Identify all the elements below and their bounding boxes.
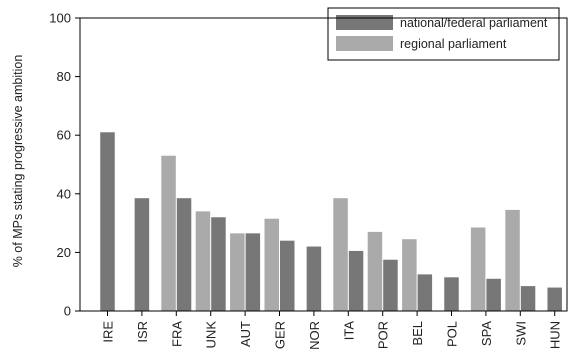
bar-national-fra (176, 198, 192, 311)
x-tick-label: FRA (169, 321, 184, 347)
bar-regional-unk (195, 211, 211, 311)
bar-regional-por (367, 231, 383, 311)
x-tick-label: GER (273, 321, 288, 349)
bar-regional-fra (161, 155, 176, 311)
y-tick-label: 20 (57, 245, 71, 260)
legend-swatch (336, 36, 393, 51)
x-tick-label: HUN (548, 321, 563, 349)
y-tick-label: 40 (57, 186, 71, 201)
y-tick-label: 100 (49, 11, 71, 26)
y-axis: 0 20 40 60 80 100 (49, 11, 80, 319)
bar-national-spa (486, 278, 501, 311)
y-axis-title: % of MPs stating progressive ambition (11, 55, 25, 268)
bar-national-isr (134, 198, 150, 311)
bar-national-pol (444, 277, 459, 311)
bars (100, 132, 562, 311)
bar-national-ger (280, 240, 295, 311)
bar-regional-spa (470, 227, 486, 311)
y-tick-label: 80 (57, 69, 71, 84)
x-tick-label: POR (376, 321, 391, 349)
bar-regional-swi (505, 209, 520, 311)
legend: national/federal parliament regional parl… (327, 7, 560, 61)
y-tick-label: 60 (57, 128, 71, 143)
bar-national-unk (211, 217, 226, 311)
legend-swatch (336, 15, 393, 30)
x-axis: IRE ISR FRA UNK AUT GER NOR ITA POR BEL POL SPA SWI H… (101, 311, 563, 350)
x-tick-label: AUT (238, 321, 253, 347)
x-tick-label: ITA (341, 321, 356, 341)
x-tick-label: POL (445, 321, 460, 347)
bar-national-ire (100, 132, 115, 311)
bar-regional-ita (333, 198, 348, 311)
legend-label: regional parliament (400, 37, 507, 51)
x-tick-label: UNK (204, 321, 219, 349)
bar-regional-aut (230, 233, 245, 311)
y-tick-label: 0 (64, 304, 71, 319)
x-tick-label: BEL (410, 321, 425, 346)
bar-national-aut (245, 233, 261, 311)
bar-national-swi (520, 286, 536, 311)
bar-national-hun (547, 287, 562, 311)
bar-national-por (383, 259, 398, 311)
x-tick-label: SWI (513, 321, 528, 346)
bar-national-ita (348, 250, 364, 311)
bar-regional-ger (264, 218, 279, 311)
x-tick-label: NOR (307, 321, 322, 350)
bar-regional-bel (402, 239, 417, 311)
x-tick-label: IRE (101, 321, 116, 343)
bar-national-bel (417, 274, 433, 311)
plot-frame (79, 17, 568, 312)
x-tick-label: SPA (479, 321, 494, 346)
legend-label: national/federal parliament (400, 16, 548, 30)
bar-national-nor (306, 246, 322, 311)
x-tick-label: ISR (135, 321, 150, 343)
